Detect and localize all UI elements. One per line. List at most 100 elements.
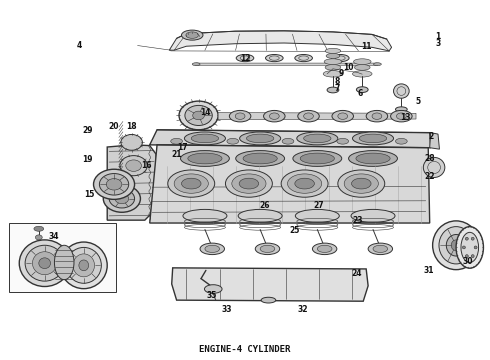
Text: 22: 22: [424, 172, 435, 181]
Ellipse shape: [121, 134, 143, 150]
Ellipse shape: [332, 111, 353, 122]
Text: 31: 31: [423, 266, 434, 275]
Ellipse shape: [295, 54, 313, 62]
Ellipse shape: [266, 54, 283, 62]
Ellipse shape: [232, 174, 266, 193]
Text: 26: 26: [259, 201, 270, 210]
Polygon shape: [150, 130, 431, 148]
Ellipse shape: [344, 174, 378, 193]
Ellipse shape: [191, 134, 219, 143]
Text: 7: 7: [334, 84, 340, 93]
Ellipse shape: [264, 111, 285, 122]
Ellipse shape: [324, 59, 342, 64]
Ellipse shape: [351, 178, 371, 189]
Ellipse shape: [32, 252, 57, 275]
Ellipse shape: [325, 48, 341, 53]
Ellipse shape: [54, 245, 74, 280]
Ellipse shape: [295, 178, 315, 189]
Ellipse shape: [239, 178, 259, 189]
Ellipse shape: [373, 63, 381, 66]
Ellipse shape: [466, 255, 468, 257]
Text: 28: 28: [424, 154, 435, 163]
Ellipse shape: [25, 245, 64, 281]
Ellipse shape: [204, 285, 222, 293]
Ellipse shape: [103, 185, 141, 212]
Text: 14: 14: [200, 108, 210, 117]
Ellipse shape: [179, 101, 218, 130]
Ellipse shape: [351, 210, 395, 222]
Ellipse shape: [236, 54, 254, 62]
Polygon shape: [218, 113, 416, 120]
Text: 27: 27: [313, 201, 323, 210]
Ellipse shape: [372, 113, 382, 120]
Text: 16: 16: [141, 161, 151, 170]
Ellipse shape: [356, 87, 368, 93]
Ellipse shape: [373, 245, 388, 252]
Ellipse shape: [337, 138, 348, 144]
Ellipse shape: [235, 113, 245, 120]
Polygon shape: [430, 133, 440, 149]
Text: 10: 10: [343, 63, 354, 72]
Text: 3: 3: [436, 39, 441, 48]
Ellipse shape: [288, 174, 322, 193]
Ellipse shape: [474, 246, 477, 249]
Ellipse shape: [225, 170, 272, 197]
Ellipse shape: [243, 153, 277, 164]
Ellipse shape: [229, 111, 251, 122]
Ellipse shape: [433, 221, 480, 270]
Ellipse shape: [174, 174, 208, 193]
Ellipse shape: [184, 132, 225, 145]
Ellipse shape: [325, 64, 341, 70]
Polygon shape: [172, 268, 368, 301]
Ellipse shape: [297, 132, 338, 145]
Ellipse shape: [471, 255, 474, 257]
Ellipse shape: [354, 64, 370, 70]
Ellipse shape: [180, 150, 229, 166]
Ellipse shape: [439, 226, 473, 264]
Ellipse shape: [34, 226, 44, 231]
Ellipse shape: [260, 245, 275, 252]
Ellipse shape: [281, 170, 328, 197]
Ellipse shape: [270, 113, 279, 120]
Ellipse shape: [327, 87, 339, 93]
Ellipse shape: [366, 111, 388, 122]
Ellipse shape: [126, 160, 142, 171]
Polygon shape: [195, 63, 378, 65]
Ellipse shape: [99, 174, 129, 195]
Ellipse shape: [466, 237, 468, 240]
Text: 11: 11: [361, 42, 371, 51]
Text: 33: 33: [221, 305, 232, 314]
Text: 20: 20: [109, 122, 119, 131]
Ellipse shape: [171, 138, 182, 144]
Ellipse shape: [293, 150, 342, 166]
Polygon shape: [169, 31, 392, 51]
Ellipse shape: [331, 54, 349, 62]
Ellipse shape: [188, 153, 222, 164]
Ellipse shape: [240, 132, 281, 145]
Text: 29: 29: [82, 126, 93, 135]
Text: 34: 34: [48, 232, 59, 241]
Ellipse shape: [395, 138, 407, 144]
Text: 9: 9: [338, 69, 343, 78]
Ellipse shape: [338, 170, 385, 197]
Ellipse shape: [35, 235, 42, 240]
Ellipse shape: [338, 113, 347, 120]
Text: 13: 13: [400, 113, 411, 122]
Ellipse shape: [446, 234, 466, 256]
Ellipse shape: [323, 71, 343, 77]
Text: 30: 30: [463, 257, 473, 266]
Text: 12: 12: [240, 54, 250, 63]
Ellipse shape: [368, 243, 392, 255]
Ellipse shape: [34, 243, 44, 248]
Text: 35: 35: [207, 291, 217, 300]
Ellipse shape: [19, 240, 70, 287]
Ellipse shape: [73, 254, 95, 277]
Ellipse shape: [304, 134, 331, 143]
Text: 2: 2: [428, 132, 433, 141]
Ellipse shape: [60, 242, 107, 289]
Text: 1: 1: [436, 32, 441, 41]
Ellipse shape: [200, 243, 224, 255]
Ellipse shape: [348, 150, 397, 166]
Ellipse shape: [181, 30, 203, 40]
Ellipse shape: [471, 237, 474, 240]
